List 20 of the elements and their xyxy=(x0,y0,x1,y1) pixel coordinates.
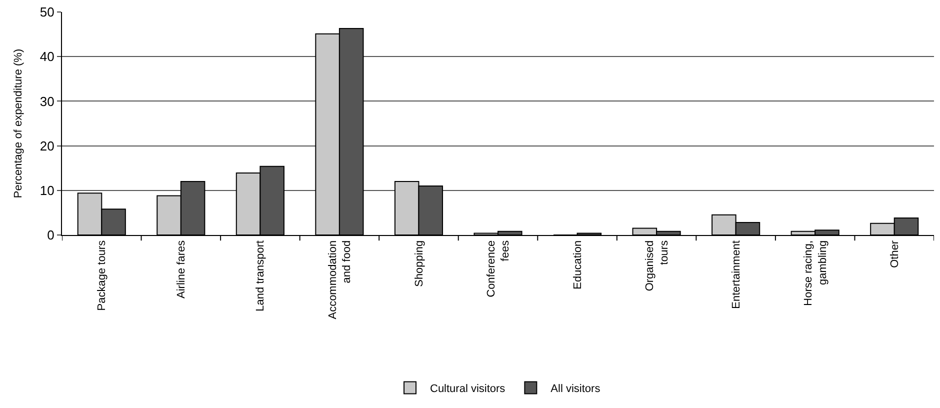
x-tick-label: Organised tours xyxy=(644,240,670,292)
x-tick-label: Accommodation and food xyxy=(326,240,354,320)
y-tick-label: 30 xyxy=(40,94,54,109)
x-tick-label: Other xyxy=(888,240,901,268)
y-tick-label: 0 xyxy=(47,228,54,243)
x-tick-label: Horse racing, gambling xyxy=(802,240,829,306)
x-tick-label: Conference fees xyxy=(485,240,512,298)
x-tick-label: Airline fares xyxy=(175,240,188,298)
x-tick-label: Land transport xyxy=(254,240,267,312)
y-tick-label: 10 xyxy=(40,182,54,198)
x-tick-label: Entertainment xyxy=(730,240,742,309)
x-tick-label: Education xyxy=(572,240,584,290)
x-tick-label: Shopping xyxy=(413,240,426,287)
legend-label: All visitors xyxy=(550,383,601,396)
y-tick-label: 50 xyxy=(40,4,54,20)
y-tick-label: 20 xyxy=(40,138,54,154)
y-axis-title: Percentage of expenditure (%) xyxy=(12,48,25,198)
x-tick-label: Package tours xyxy=(96,240,108,311)
legend-label: Cultural visitors xyxy=(430,383,506,396)
y-tick-label: 40 xyxy=(40,49,54,64)
